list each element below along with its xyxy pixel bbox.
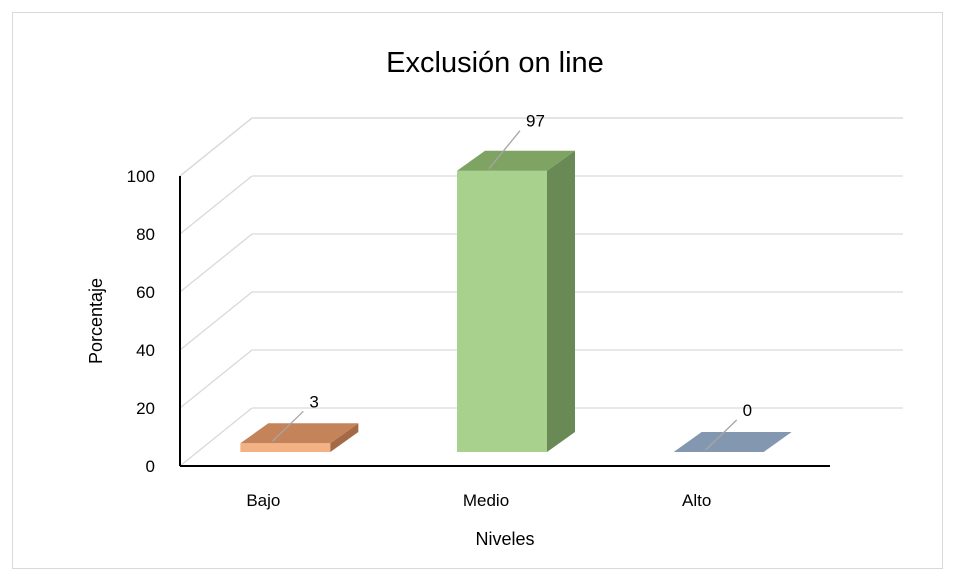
bar-side-bajo bbox=[330, 423, 359, 452]
bar-side-medio bbox=[547, 150, 575, 452]
axes bbox=[179, 176, 830, 467]
data-labels: 3 97 0 bbox=[271, 112, 752, 451]
gridlines bbox=[179, 117, 903, 467]
y-tick-label: 80 bbox=[136, 225, 155, 244]
bar-top-medio bbox=[457, 150, 575, 171]
data-label: 97 bbox=[526, 112, 545, 131]
bar-top-alto bbox=[673, 432, 792, 452]
bars bbox=[240, 150, 792, 452]
chart-title: Exclusión on line bbox=[386, 47, 604, 79]
y-axis-label: Porcentaje bbox=[86, 278, 106, 364]
y-tick-label: 0 bbox=[146, 457, 155, 476]
bar-front-medio bbox=[457, 170, 547, 452]
y-tick-label: 40 bbox=[136, 341, 155, 360]
gridline-slant bbox=[179, 291, 253, 351]
x-tick-label: Medio bbox=[463, 491, 509, 510]
data-label-leader bbox=[271, 410, 304, 442]
bar-front-bajo bbox=[240, 443, 331, 452]
x-tick-label: Bajo bbox=[246, 491, 280, 510]
y-tick-label: 100 bbox=[127, 167, 155, 186]
gridline-slant bbox=[179, 349, 253, 409]
y-tick-labels: 0 20 40 60 80 100 bbox=[127, 167, 155, 476]
data-label-leader bbox=[488, 130, 521, 170]
x-tick-label: Alto bbox=[682, 491, 711, 510]
gridline-slant bbox=[179, 175, 253, 235]
x-tick-labels: Bajo Medio Alto bbox=[246, 491, 711, 510]
data-label: 3 bbox=[309, 392, 318, 411]
gridline-slant bbox=[179, 117, 253, 177]
y-tick-label: 60 bbox=[136, 283, 155, 302]
data-label-leader bbox=[705, 419, 738, 451]
x-axis-label: Niveles bbox=[475, 529, 534, 549]
gridline-slant bbox=[179, 233, 253, 293]
bar-top-bajo bbox=[240, 423, 359, 444]
y-tick-label: 20 bbox=[136, 399, 155, 418]
floor-slant bbox=[179, 407, 253, 467]
data-label: 0 bbox=[743, 401, 752, 420]
